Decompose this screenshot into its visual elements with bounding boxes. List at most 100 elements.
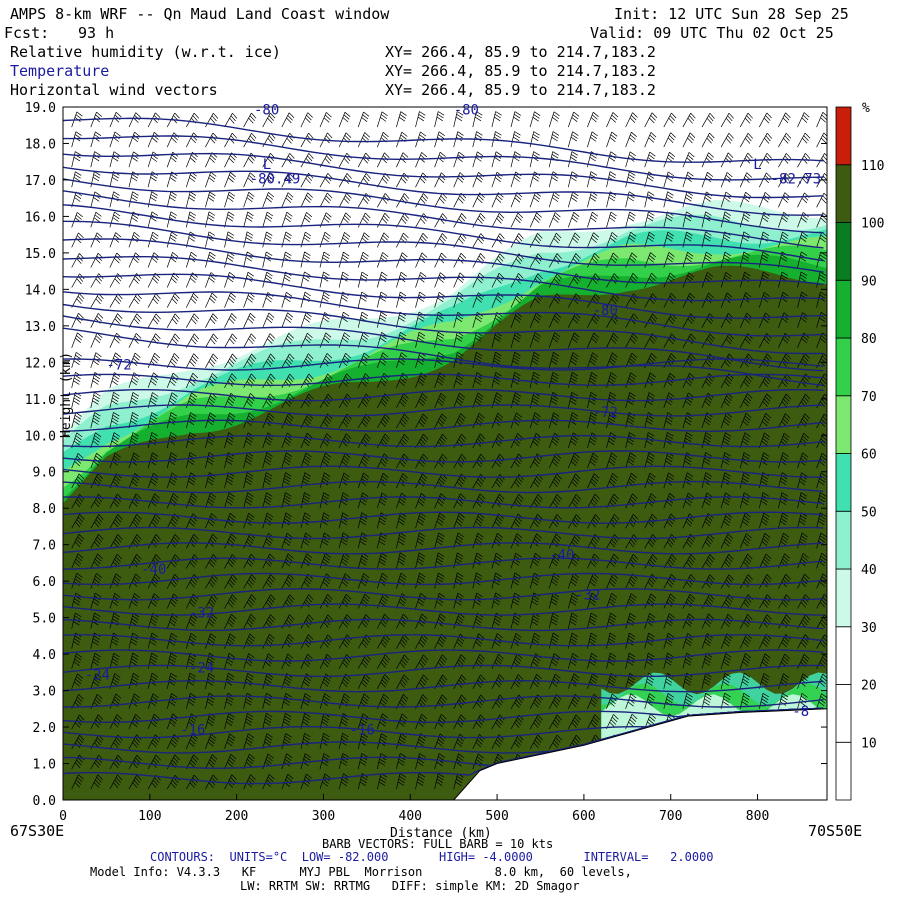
wind-barb (185, 293, 199, 308)
wind-barb (300, 573, 314, 589)
wind-barb (319, 553, 332, 569)
wind-barb (71, 412, 82, 429)
wind-barb (205, 554, 219, 569)
wind-barb (262, 353, 276, 368)
wind-barb (109, 652, 120, 669)
wind-barb (682, 132, 696, 148)
wind-barb (529, 612, 540, 629)
wind-barb (128, 573, 141, 589)
wind-barb (90, 293, 104, 308)
wind-barb (663, 452, 674, 469)
wind-barb (758, 393, 772, 409)
wind-barb (357, 674, 371, 689)
wind-barb (300, 312, 312, 328)
wind-barb (281, 393, 295, 409)
wind-barb (109, 452, 121, 469)
wind-barb (300, 373, 314, 388)
wind-barb (434, 473, 448, 489)
wind-barb (510, 633, 522, 649)
wind-barb (453, 192, 467, 208)
wind-barb (147, 472, 160, 489)
wind-barb (415, 311, 426, 328)
model-info-1: Model Info: V4.3.3 KF MYJ PBL Morrison 8… (90, 865, 632, 879)
wind-barb (281, 773, 294, 790)
wind-barb (147, 513, 161, 529)
wind-barb (376, 373, 390, 388)
wind-barb (548, 494, 562, 509)
wind-barb (778, 312, 790, 328)
wind-barb (682, 152, 695, 168)
wind-barb (739, 553, 753, 569)
wind-barb (338, 111, 351, 128)
wind-barb (109, 191, 120, 208)
temperature-contour (63, 373, 824, 387)
wind-barb (396, 473, 409, 489)
temperature-contour (63, 220, 824, 273)
wind-barb (147, 132, 160, 148)
wind-barb (587, 111, 599, 128)
wind-barb (797, 231, 808, 248)
wind-barb (739, 574, 753, 589)
wind-barb (90, 734, 104, 750)
wind-barb (281, 132, 295, 148)
wind-barb (663, 432, 674, 449)
wind-barb (319, 373, 333, 388)
temperature-contour (63, 135, 824, 181)
wind-barb (510, 714, 524, 730)
wind-barb (109, 313, 123, 328)
wind-barb (376, 332, 388, 348)
wind-barb (338, 593, 352, 609)
wind-barb (300, 112, 313, 128)
colorbar-segment (835, 279, 852, 339)
wind-barb (434, 773, 445, 790)
wind-barb (720, 393, 733, 409)
wind-barb (262, 333, 276, 348)
wind-barb (625, 211, 636, 228)
contour-label: -80 (254, 102, 279, 118)
wind-barb (71, 514, 85, 529)
wind-barb (166, 432, 177, 449)
wind-barb (109, 112, 122, 128)
wind-barb (90, 171, 101, 188)
wind-barb (778, 393, 792, 409)
wind-barb (644, 554, 658, 569)
wind-barb (453, 592, 464, 609)
wind-barb (797, 573, 810, 589)
wind-barb (128, 112, 142, 128)
wind-barb (739, 594, 753, 609)
wind-barb (453, 552, 464, 569)
wind-barb (606, 293, 620, 308)
wind-barb (453, 351, 464, 368)
wind-barb (338, 634, 352, 649)
wind-barb (147, 774, 161, 790)
wind-barb (147, 333, 161, 348)
wind-barb (338, 433, 352, 449)
wind-barb (548, 131, 560, 148)
wind-barb (319, 332, 332, 348)
wind-barb (739, 412, 752, 429)
wind-barb (109, 612, 120, 629)
wind-barb (415, 634, 428, 649)
temperature-contour (63, 649, 824, 662)
forecast-label: Fcst: (4, 24, 50, 42)
wind-barb (797, 132, 811, 148)
colorbar: 10 20 30 40 50 60 70 80 90 100 110 (835, 106, 884, 801)
wind-barb (720, 373, 734, 388)
wind-barb (185, 211, 196, 228)
wind-barb (166, 313, 180, 328)
x-tick-label: 0 (59, 809, 67, 824)
wind-barb (453, 233, 467, 248)
wind-barb (224, 132, 238, 148)
wind-barb (300, 452, 312, 469)
wind-barb (816, 433, 827, 449)
wind-barb (319, 353, 333, 368)
wind-barb (567, 592, 579, 609)
wind-barb (606, 232, 618, 248)
wind-barb (548, 694, 562, 709)
wind-barb (797, 251, 808, 268)
wind-barb (682, 652, 693, 669)
wind-barb (491, 392, 503, 409)
wind-barb (778, 452, 789, 469)
terrain-surface (63, 708, 827, 800)
